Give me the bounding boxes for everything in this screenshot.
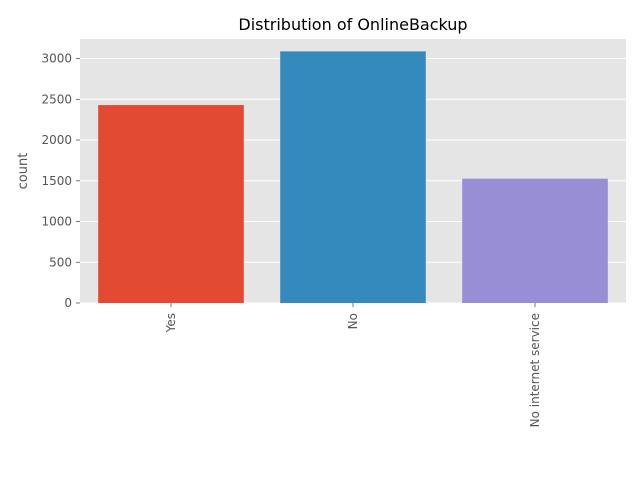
y-axis: 0 500 1000 1500 2000 2500 3000	[41, 52, 80, 310]
y-tick-label: 0	[64, 296, 72, 310]
y-tick-label: 1000	[41, 215, 72, 229]
y-axis-label: count	[16, 153, 31, 190]
x-tick-label: Yes	[164, 313, 178, 333]
bars-layer	[98, 51, 608, 303]
y-tick-label: 500	[49, 255, 72, 269]
y-tick-label: 2500	[41, 92, 72, 106]
y-tick-label: 2000	[41, 133, 72, 147]
y-tick-label: 1500	[41, 174, 72, 188]
bar-yes	[98, 105, 244, 303]
x-axis: Yes No No internet service	[164, 303, 542, 427]
x-tick-label: No internet service	[528, 313, 542, 427]
x-tick-label: No	[346, 313, 360, 329]
chart-title: Distribution of OnlineBackup	[238, 15, 467, 34]
y-tick-label: 3000	[41, 52, 72, 66]
bar-no	[280, 51, 426, 303]
bar-no-internet-service	[462, 178, 608, 303]
